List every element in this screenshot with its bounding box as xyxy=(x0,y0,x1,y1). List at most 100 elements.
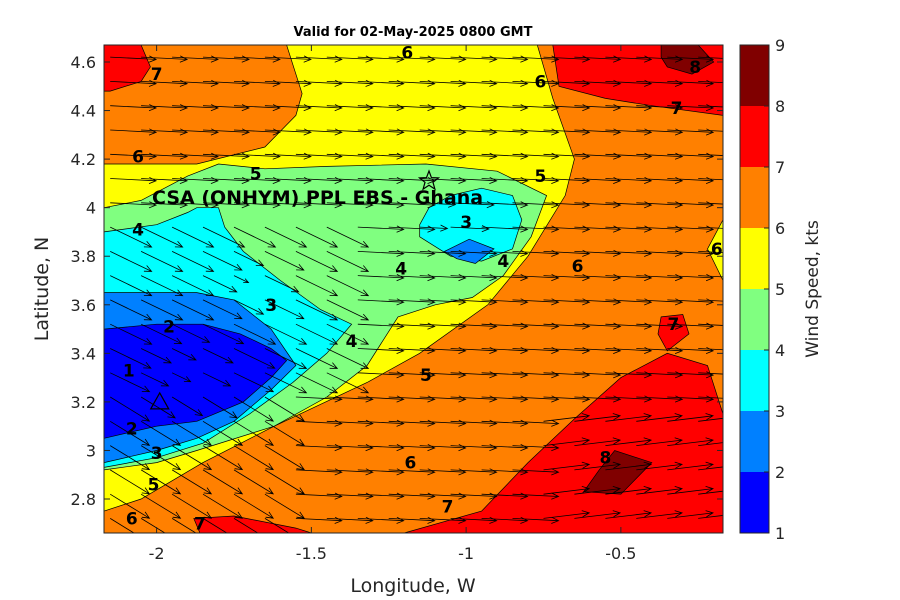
wind-arrow xyxy=(109,493,151,519)
wind-arrow xyxy=(233,445,275,471)
wind-arrow xyxy=(326,152,374,160)
wind-arrow xyxy=(698,442,723,446)
contour-label: 7 xyxy=(671,99,683,119)
contour-label: 7 xyxy=(194,514,206,534)
wind-arrow xyxy=(698,323,723,326)
wind-arrow xyxy=(450,468,498,476)
contour-region-8-9 xyxy=(583,450,653,495)
wind-arrow xyxy=(419,516,467,524)
x-tick-label: -1.5 xyxy=(296,544,327,563)
wind-arrow xyxy=(512,371,560,379)
wind-arrow xyxy=(388,128,436,136)
wind-arrow xyxy=(357,516,405,524)
wind-arrow xyxy=(636,510,683,519)
contour-label: 2 xyxy=(126,420,138,440)
wind-arrow xyxy=(326,251,370,272)
wind-arrow xyxy=(450,79,498,87)
wind-arrow xyxy=(636,461,683,471)
wind-arrow xyxy=(574,79,622,87)
wind-arrow xyxy=(574,128,622,136)
colorbar-swatch xyxy=(740,472,769,533)
wind-arrow xyxy=(357,298,405,306)
wind-arrow xyxy=(543,395,591,403)
wind-arrow xyxy=(326,468,374,476)
wind-arrow xyxy=(450,55,498,63)
wind-arrow xyxy=(605,486,653,495)
wind-arrow xyxy=(388,201,436,209)
colorbar-swatch xyxy=(740,45,769,106)
wind-arrow xyxy=(110,128,158,136)
wind-arrow xyxy=(140,518,166,533)
wind-arrow xyxy=(667,413,714,422)
colorbar-swatch xyxy=(740,228,769,289)
wind-arrow xyxy=(326,79,374,87)
wind-arrow xyxy=(543,437,591,446)
wind-arrow xyxy=(357,468,405,476)
wind-arrow xyxy=(574,461,622,471)
wind-arrow xyxy=(264,372,308,394)
wind-arrow xyxy=(481,274,529,282)
colorbar-swatch xyxy=(740,289,769,350)
wind-arrow xyxy=(605,322,653,330)
wind-arrow xyxy=(512,444,560,452)
wind-arrow xyxy=(202,251,243,271)
wind-arrow xyxy=(481,225,529,233)
wind-arrow xyxy=(450,128,498,136)
wind-arrow xyxy=(698,372,723,375)
wind-arrow xyxy=(295,468,343,476)
wind-arrow xyxy=(357,444,405,452)
wind-arrow xyxy=(698,275,723,278)
wind-arrow xyxy=(264,420,306,446)
wind-arrow xyxy=(388,322,436,330)
plot-frame xyxy=(103,44,724,534)
wind-arrow xyxy=(171,396,204,417)
colorbar-tick-label: 9 xyxy=(775,36,785,55)
wind-arrow xyxy=(233,323,277,345)
wind-arrow xyxy=(171,493,213,519)
wind-arrow xyxy=(110,323,153,345)
wind-arrow xyxy=(698,178,723,181)
wind-arrow xyxy=(110,79,158,87)
contour-region-2-3 xyxy=(443,238,495,264)
wind-arrow xyxy=(357,176,405,184)
contour-region-5-6 xyxy=(707,219,723,281)
wind-arrow xyxy=(140,372,170,387)
contour-label: 7 xyxy=(151,65,163,85)
wind-arrow xyxy=(605,152,653,160)
wind-arrow xyxy=(512,274,560,282)
wind-arrow xyxy=(233,518,259,533)
wind-arrow xyxy=(667,346,715,354)
wind-arrow xyxy=(109,420,151,446)
wind-arrow xyxy=(264,299,305,320)
y-tick-label: 4.6 xyxy=(71,53,96,72)
wind-arrow xyxy=(172,79,219,87)
wind-arrow xyxy=(202,493,244,519)
wind-arrow xyxy=(388,346,436,354)
wind-arrow xyxy=(450,104,498,112)
wind-arrow xyxy=(326,395,374,403)
wind-arrow xyxy=(481,79,529,87)
colorbar-tick-label: 8 xyxy=(775,97,785,116)
wind-arrow xyxy=(357,79,405,87)
wind-arrow xyxy=(233,79,281,87)
wind-arrow xyxy=(388,468,436,476)
wind-arrow xyxy=(388,395,436,403)
wind-arrow xyxy=(450,395,498,403)
wind-arrow xyxy=(450,322,498,330)
wind-arrow xyxy=(667,176,715,184)
wind-arrow xyxy=(171,420,213,446)
wind-arrow xyxy=(326,104,374,112)
wind-arrow xyxy=(171,348,197,361)
wind-arrow xyxy=(326,201,374,209)
wind-arrow xyxy=(141,176,189,184)
wind-arrow xyxy=(543,274,591,282)
wind-arrow xyxy=(667,128,715,136)
colorbar-swatch xyxy=(740,411,769,472)
wind-arrow xyxy=(667,395,715,403)
wind-arrow xyxy=(636,55,684,63)
wind-arrow xyxy=(140,275,184,297)
wind-arrow xyxy=(605,274,653,282)
y-tick-label: 4.4 xyxy=(71,102,96,121)
wind-arrow xyxy=(140,445,182,471)
wind-arrow xyxy=(636,395,684,403)
